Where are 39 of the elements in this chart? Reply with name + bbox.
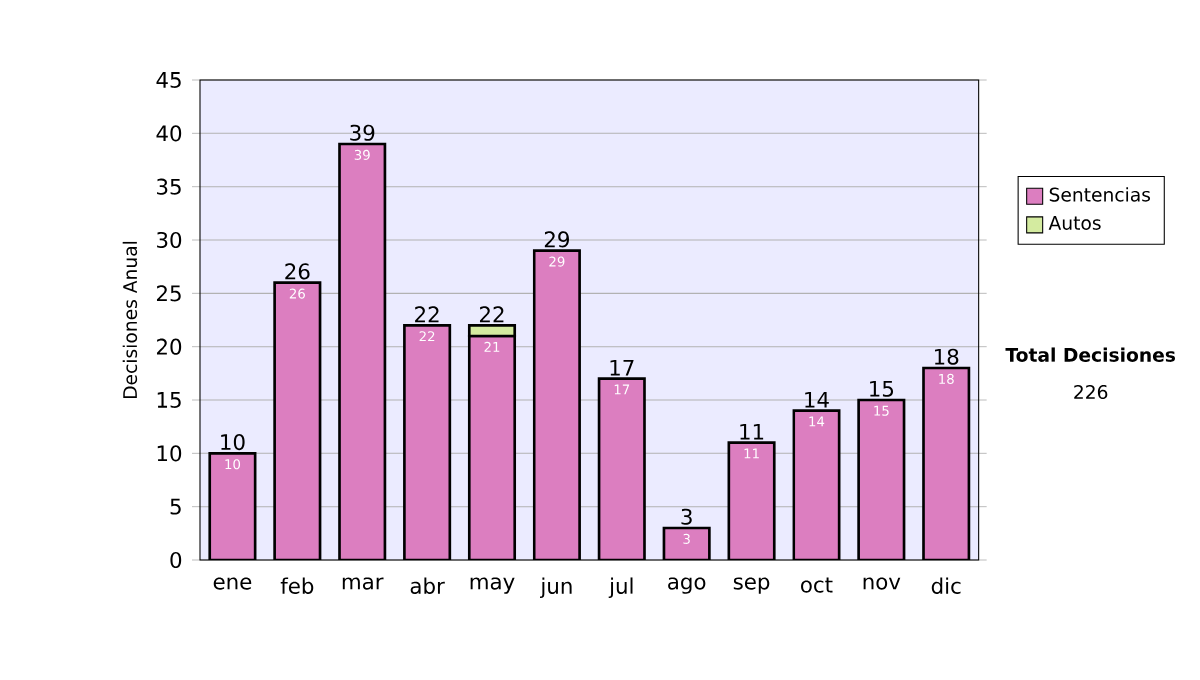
total-label: 10 [221,433,245,451]
total-label: 22 [415,306,439,323]
total-label: 11 [740,423,764,440]
text: Total Decisiones [1005,347,1176,362]
legend-label: Sentencias [1049,187,1151,202]
x-tick-label: oct [801,577,833,593]
x-tick-label: feb [280,577,314,594]
x-tick-label: ago [668,577,706,594]
x-tick-label: dic [931,577,961,594]
total-label: 22 [479,306,504,323]
y-tick-label: 30 [157,231,182,249]
x-tick-label: sep [733,577,770,594]
total-label: 26 [285,263,310,280]
y-tick-label: 45 [156,72,181,88]
y-tick-label: 20 [156,338,182,355]
x-tick-label: mar [342,577,384,590]
y-tick-label: 15 [157,392,181,408]
x-tick-label: may [470,577,515,594]
x-tick-label: nov [863,577,901,590]
total-label: 39 [350,124,375,141]
y-tick-label: 0 [170,551,182,569]
text: 226 [1074,384,1108,400]
x-tick-label: jun [540,577,572,599]
x-tick-label: jul [608,577,633,599]
total-label: 17 [610,359,634,376]
total-label: 18 [934,348,959,365]
y-tick-label: 35 [157,178,181,195]
y-tick-label: 40 [156,125,182,142]
legend-label: Autos [1048,216,1101,230]
total-label: 3 [681,508,692,525]
x-tick-label: abr [410,577,445,594]
total-label: 14 [805,391,829,408]
x-tick-label: ene [213,577,252,590]
y-tick-label: 10 [157,445,182,462]
total-label: 29 [544,231,569,248]
total-label: 15 [870,380,894,397]
y-tick-label: 25 [156,285,181,302]
y-axis-title: Decisiones Anual [122,241,138,398]
y-tick-label: 5 [170,498,181,515]
